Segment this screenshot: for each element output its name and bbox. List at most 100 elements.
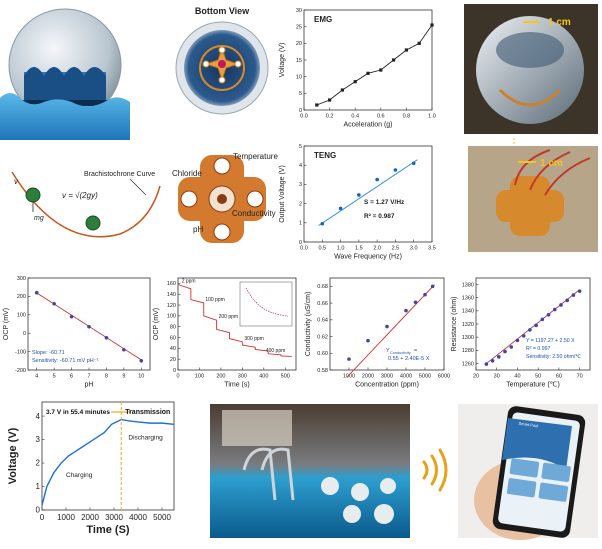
- series-line: [177, 284, 292, 357]
- ball-bottom: [85, 215, 101, 231]
- inset-curve: [245, 287, 289, 317]
- y-tick-label: 2: [299, 201, 302, 207]
- x-tick-label: 30: [494, 374, 500, 380]
- y-tick-label: 1: [299, 221, 302, 227]
- y-tick-label: 0: [299, 108, 302, 114]
- step-label: 2 ppm: [182, 278, 196, 284]
- scale-bar-label-2: 1 cm: [540, 158, 563, 169]
- discharging-label: Discharging: [128, 435, 163, 442]
- x-tick-label: 200: [216, 374, 225, 380]
- x-tick-label: 40: [514, 374, 520, 380]
- y-tick-label: 3: [299, 182, 302, 188]
- data-point: [515, 338, 520, 343]
- x-tick-label: 4000: [129, 513, 147, 522]
- data-point: [353, 80, 357, 84]
- y-tick-label: 2: [36, 459, 41, 468]
- data-point: [559, 303, 563, 307]
- y-tick-label: 1360: [462, 296, 474, 302]
- x-tick-label: 5: [53, 374, 56, 380]
- bottom-view-panel: Bottom View: [175, 6, 269, 115]
- mg-label: mg: [34, 215, 44, 222]
- ball-top: [25, 187, 41, 203]
- step-label: 400 ppm: [266, 348, 285, 354]
- y-tick-label: 4: [299, 163, 302, 169]
- x-tick-label: 0.8: [403, 114, 411, 120]
- y-tick-label: 100: [167, 314, 176, 320]
- data-point: [393, 168, 398, 172]
- plot-frame: [41, 401, 175, 511]
- y-tick-label: 0: [173, 368, 176, 374]
- fit-equation-value: 0.55 + 2.40E-5 X: [388, 356, 430, 362]
- sensor-layout-panel: Chloride Temperature Conductivity pH: [172, 152, 278, 243]
- y-tick-label: 0.62: [317, 334, 328, 340]
- transmission-label: Transmission: [125, 409, 170, 416]
- sensitivity-annotation: S = 1.27 V/Hz: [364, 199, 405, 206]
- x-axis-label: Wave Frequency (Hz): [334, 254, 402, 261]
- phone-photo: Smart Pool: [458, 404, 598, 540]
- data-point: [69, 314, 74, 319]
- x-tick-label: 0.2: [326, 114, 334, 120]
- y-tick-label: 20: [170, 357, 176, 363]
- plot-frame: [303, 145, 433, 243]
- data-point: [340, 88, 344, 92]
- data-point: [347, 357, 351, 361]
- y-tick-label: 0.58: [317, 368, 328, 374]
- x-tick-label: 1.0: [428, 114, 436, 120]
- x-tick-label: 3000: [105, 513, 123, 522]
- data-point: [379, 68, 383, 72]
- x-axis-label: pH: [85, 382, 94, 389]
- x-tick-label: 6: [70, 374, 73, 380]
- chloride-pad: [213, 157, 231, 175]
- conductivity-pad: [213, 223, 231, 241]
- y-tick-label: 40: [170, 346, 176, 352]
- sensor-label-conductivity: Conductivity: [232, 209, 276, 218]
- chart-temperature: 20 30 40 50 60 70 1260 1280 1300 1320 1340 1360 1380…: [451, 277, 591, 389]
- chart-ph: 4 5 6 7 8 9 10 -200 -100 0 100 200 300 pH OCP (mV) Slop…: [3, 276, 151, 389]
- x-tick-label: 70: [577, 374, 583, 380]
- velocity-formula: v = √(2gy): [62, 191, 98, 200]
- data-point: [320, 221, 325, 226]
- x-tick-label: 100: [195, 374, 204, 380]
- y-tick-label: 5: [299, 91, 302, 97]
- y-tick-label: 0.66: [317, 301, 328, 307]
- y-tick-label: -200: [15, 368, 26, 374]
- chart-emg: 0.0 0.2 0.4 0.6 0.8 1.0 0 5 10 15 20 25 30 Accelerati…: [279, 8, 436, 129]
- data-point: [417, 41, 421, 45]
- data-point: [139, 359, 144, 363]
- wireless-signal-icon: [422, 448, 448, 492]
- x-axis-label: Time (s): [224, 382, 249, 389]
- y-tick-label: -100: [15, 349, 26, 355]
- fit-line: [486, 289, 580, 364]
- data-point: [546, 313, 551, 317]
- y-axis-label: Resistance (ohm): [451, 297, 458, 352]
- data-point: [565, 298, 569, 303]
- sensor-photo: 1 cm: [468, 146, 598, 252]
- plot-frame: [177, 277, 297, 371]
- y-axis-label: Voltage (V): [7, 427, 19, 484]
- x-tick-label: 1.0: [337, 246, 345, 252]
- device-photo: 1 cm: [464, 4, 598, 134]
- x-tick-label: 0: [40, 513, 45, 522]
- x-tick-label: 20: [473, 374, 479, 380]
- x-axis-label: Temperature (℃): [506, 382, 560, 389]
- y-tick-label: 0: [299, 240, 302, 246]
- x-tick-label: 2000: [81, 513, 99, 522]
- sphere-illustration: [0, 8, 130, 140]
- y-tick-label: 140: [167, 292, 176, 298]
- y-tick-label: 15: [296, 58, 302, 64]
- chart-conductivity: 1000 2000 3000 4000 5000 6000 0.58 0.60 0.62 0.64…: [305, 277, 450, 389]
- data-point: [366, 338, 370, 343]
- chart-ocp_time: 0 100 200 300 400 500 0 20 40 60 80 100 120 140 160 Tim…: [153, 277, 297, 389]
- x-tick-label: 3.0: [410, 246, 418, 252]
- data-point: [52, 301, 56, 306]
- sensor-label-temperature: Temperature: [233, 152, 278, 161]
- y-tick-label: 60: [170, 335, 176, 341]
- sensor-label-ph: pH: [193, 225, 203, 234]
- fit-annotation: Y = 1197.27 + 2.50 X: [526, 338, 575, 344]
- fit-annotation: R² = 0.997: [526, 346, 550, 352]
- data-point: [552, 307, 557, 312]
- data-point: [503, 349, 507, 354]
- data-point: [122, 347, 126, 352]
- y-axis-label: OCP (mV): [153, 308, 160, 340]
- fit-annotation: Sensitivity: 2.50 ohm/℃: [526, 354, 581, 360]
